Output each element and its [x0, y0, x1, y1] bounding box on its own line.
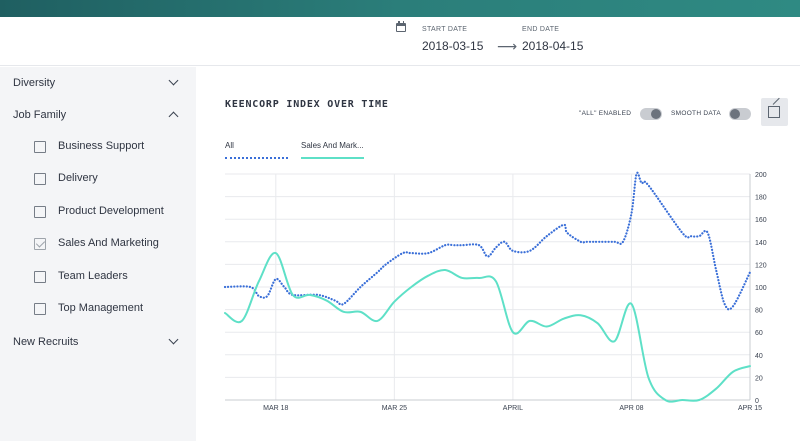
- smooth-data-label: SMOOTH DATA: [671, 110, 722, 117]
- x-tick-label: APRIL: [503, 405, 523, 412]
- x-tick-label: APR 08: [619, 405, 643, 412]
- sidebar-section-new-recruits[interactable]: New Recruits: [13, 336, 79, 348]
- legend-swatch-all: [225, 157, 288, 159]
- job-family-item-label: Product Development: [58, 205, 164, 217]
- sidebar-section-diversity[interactable]: Diversity: [13, 77, 56, 89]
- y-tick-label: 60: [755, 330, 763, 337]
- y-tick-label: 120: [755, 262, 767, 269]
- y-tick-label: 80: [755, 308, 763, 315]
- job-family-item-label: Team Leaders: [58, 270, 128, 282]
- sidebar-section-job-family[interactable]: Job Family: [13, 109, 67, 121]
- series-line-all: [223, 171, 752, 311]
- job-family-item-label: Top Management: [58, 302, 143, 314]
- y-tick-label: 40: [755, 353, 763, 360]
- arrow-right-icon: ⟶: [497, 38, 518, 54]
- calendar-icon[interactable]: [396, 21, 406, 32]
- y-tick-label: 0: [755, 398, 759, 405]
- start-date-caption: START DATE: [422, 26, 468, 33]
- external-expand-icon: [768, 106, 780, 118]
- y-tick-label: 160: [755, 217, 767, 224]
- legend-label-all[interactable]: All: [225, 141, 234, 150]
- end-date-caption: END DATE: [522, 26, 560, 33]
- checkbox[interactable]: [34, 271, 46, 283]
- expand-chart-button[interactable]: [761, 97, 788, 126]
- checkbox[interactable]: [34, 206, 46, 218]
- y-tick-label: 180: [755, 195, 767, 202]
- y-tick-label: 200: [755, 172, 767, 179]
- checkbox[interactable]: [34, 173, 46, 185]
- checkbox-checked[interactable]: [34, 238, 46, 250]
- all-enabled-label: "ALL" ENABLED: [579, 110, 632, 117]
- toggle-knob: [651, 109, 661, 119]
- series-line-sales-and-marketing: [224, 252, 751, 403]
- y-tick-label: 20: [755, 375, 763, 382]
- all-enabled-toggle[interactable]: [640, 108, 662, 120]
- x-tick-label: MAR 25: [382, 405, 407, 412]
- legend-label-sales[interactable]: Sales And Mark...: [301, 141, 364, 150]
- job-family-item-label: Delivery: [58, 172, 98, 184]
- job-family-item-label: Business Support: [58, 140, 145, 152]
- y-tick-label: 140: [755, 240, 767, 247]
- checkbox[interactable]: [34, 141, 46, 153]
- x-tick-label: MAR 18: [263, 405, 288, 412]
- end-date-value[interactable]: 2018-04-15: [522, 39, 584, 53]
- top-brand-bar: [0, 0, 800, 17]
- start-date-value[interactable]: 2018-03-15: [422, 39, 484, 53]
- chart-title: KEENCORP INDEX OVER TIME: [225, 99, 389, 110]
- smooth-data-toggle[interactable]: [729, 108, 751, 120]
- toggle-knob: [730, 109, 740, 119]
- legend-swatch-sales: [301, 157, 364, 159]
- job-family-item-label: Sales And Marketing: [58, 237, 159, 249]
- x-tick-label: APR 15: [738, 405, 762, 412]
- y-tick-label: 100: [755, 285, 767, 292]
- filter-sidebar: Diversity Job Family Business Support De…: [0, 67, 196, 441]
- checkbox[interactable]: [34, 303, 46, 315]
